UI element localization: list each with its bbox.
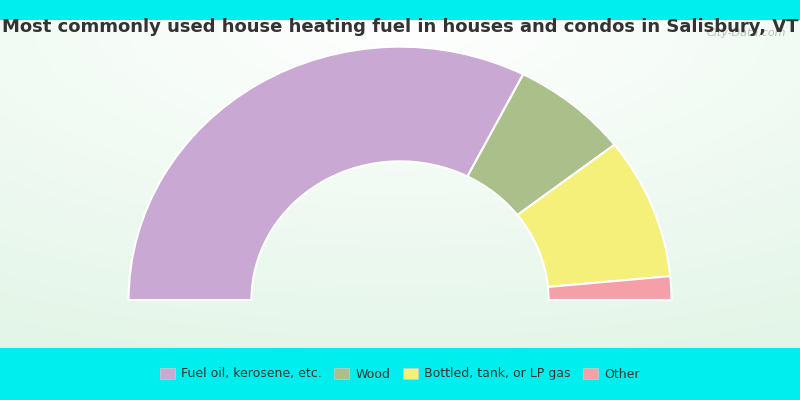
Legend: Fuel oil, kerosene, etc., Wood, Bottled, tank, or LP gas, Other: Fuel oil, kerosene, etc., Wood, Bottled,… [160, 368, 640, 380]
Wedge shape [129, 47, 523, 300]
Wedge shape [518, 145, 670, 287]
Text: Most commonly used house heating fuel in houses and condos in Salisbury, VT: Most commonly used house heating fuel in… [2, 18, 798, 36]
Wedge shape [548, 276, 671, 300]
Wedge shape [467, 74, 614, 215]
Text: City-Data.com: City-Data.com [706, 28, 786, 38]
